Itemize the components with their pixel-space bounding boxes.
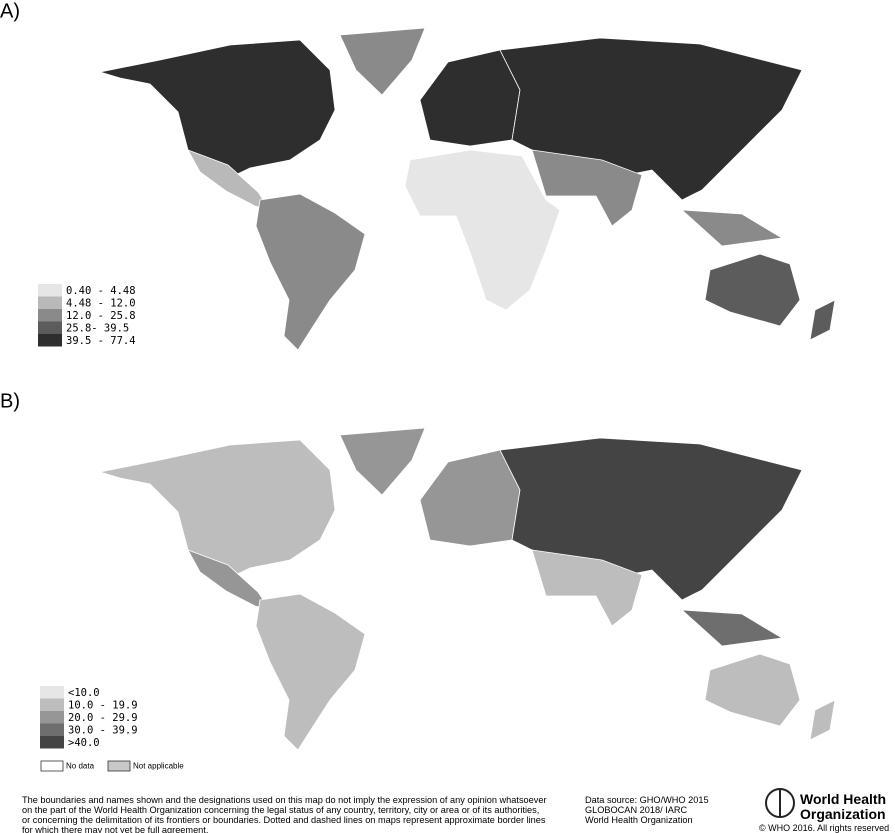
source-line: Data source: GHO/WHO 2015 bbox=[585, 795, 709, 805]
panel-label: B) bbox=[0, 390, 20, 412]
legend-label: 12.0 - 25.8 bbox=[66, 310, 136, 322]
legend-swatch bbox=[40, 723, 64, 736]
panel-label: A) bbox=[0, 0, 20, 22]
source-line: GLOBOCAN 2018/ IARC bbox=[585, 805, 687, 815]
legend-label: 39.5 - 77.4 bbox=[66, 335, 136, 347]
legend-swatch bbox=[40, 711, 64, 724]
map-a bbox=[99, 27, 836, 351]
disclaimer-line: The boundaries and names shown and the d… bbox=[22, 795, 547, 805]
legend-swatch bbox=[38, 309, 62, 322]
legend-swatch bbox=[40, 698, 64, 711]
disclaimer-line: for which there may not yet be full agre… bbox=[22, 825, 208, 833]
legend-label: <10.0 bbox=[68, 687, 100, 699]
legend-label: >40.0 bbox=[68, 737, 100, 749]
legend-label: 20.0 - 29.9 bbox=[68, 712, 138, 724]
legend-swatch bbox=[40, 736, 64, 749]
legend-swatch bbox=[38, 334, 62, 347]
logo-text: Organization bbox=[800, 806, 886, 822]
legend-swatch bbox=[38, 296, 62, 309]
disclaimer-line: or concerning the delimitation of its fr… bbox=[22, 815, 546, 825]
legend-swatch bbox=[38, 321, 62, 334]
disclaimer-line: on the part of the World Health Organiza… bbox=[22, 805, 539, 815]
legend-swatch bbox=[40, 686, 64, 699]
legend-label: 30.0 - 39.9 bbox=[68, 725, 138, 737]
copyright: © WHO 2016. All rights reserved bbox=[759, 823, 889, 833]
legend-label: 0.40 - 4.48 bbox=[66, 285, 136, 297]
legend-swatch bbox=[107, 760, 131, 772]
legend-label: 4.48 - 12.0 bbox=[66, 298, 136, 310]
who-emblem bbox=[765, 788, 795, 818]
legend-swatch bbox=[38, 284, 62, 297]
legend-label: Not applicable bbox=[133, 762, 184, 771]
legend-swatch bbox=[40, 760, 64, 772]
source-line: World Health Organization bbox=[585, 815, 693, 825]
legend-label: 25.8- 39.5 bbox=[66, 323, 129, 335]
map-b bbox=[99, 427, 836, 751]
legend-label: No data bbox=[66, 762, 95, 771]
legend-label: 10.0 - 19.9 bbox=[68, 700, 138, 712]
logo-text: World Health bbox=[800, 791, 886, 807]
